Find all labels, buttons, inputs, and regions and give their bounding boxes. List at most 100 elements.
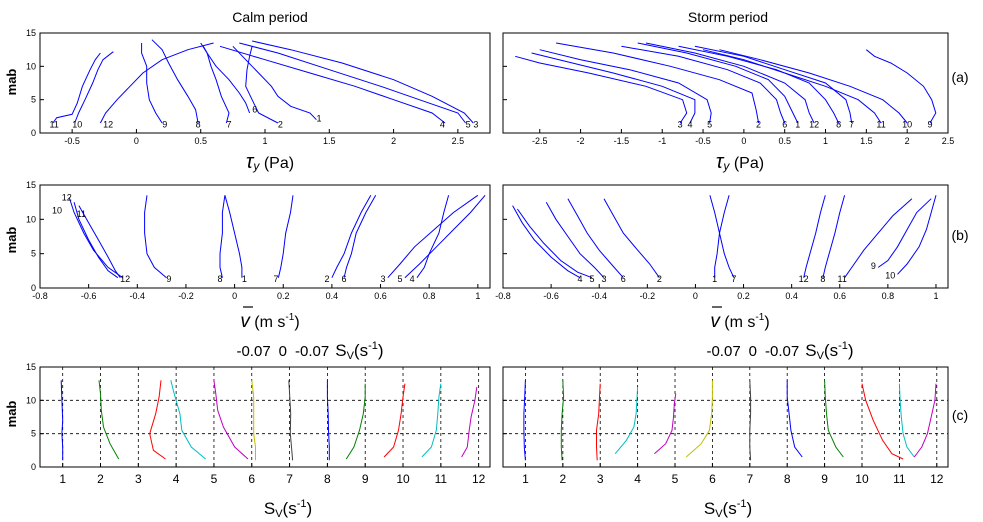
row-c-tag: (c) [952,407,968,423]
profile-label: 3 [678,119,683,129]
series-line-12 [68,197,123,279]
profile-label: 9 [928,119,933,129]
series-line-4 [170,380,206,460]
y-tick-label: 0 [31,128,36,138]
x-tick-label: 2 [391,136,396,146]
y-tick-label: 0 [31,283,36,293]
x-tick-label: 3 [597,472,604,486]
series-line-2 [603,198,660,278]
x-tick-label: 1 [475,291,480,301]
profile-label: 4 [410,274,415,284]
series-line-11 [78,205,121,278]
x-tick-label: 0.4 [326,291,339,301]
svg-text:v (m s-1): v (m s-1) [710,311,769,332]
panel-c-storm: 1 2 3 4 5 6 7 8 9 10 11 12 [502,366,949,486]
series-line-5 [654,393,677,455]
series-line-7 [709,195,735,278]
profile-label: 7 [226,119,231,129]
series-line-4 [531,52,696,124]
y-tick-label: 15 [26,362,36,372]
series-line-11 [844,198,913,278]
x-tick-label: 0.2 [277,291,290,301]
series-line-1 [714,195,730,278]
x-tick-label: 4 [173,472,180,486]
profile-label: 7 [849,119,854,129]
axes-frame [39,32,491,134]
title-storm: Storm period [688,9,768,25]
series-line-8 [822,195,846,278]
x-tick-label: -1 [658,136,666,146]
series-line-1 [637,42,799,124]
series-line-9 [144,195,167,279]
x-tick-label: -2 [577,136,585,146]
series-line-6 [343,195,377,278]
profile-label: 4 [577,274,582,284]
series-line-8 [151,39,199,124]
x-tick-label: -0.6 [81,291,97,301]
x-tick-label: 11 [435,472,448,486]
series-line-8 [678,45,840,124]
x-tick-label: 9 [362,472,369,486]
x-tick-label: -0.5 [64,136,80,146]
series-line-1 [523,380,526,461]
series-line-11 [421,383,442,458]
x-tick-label: 1.5 [323,136,336,146]
panel-b-calm: -0.8 -0.6 -0.4 -0.2 0 0.2 0.4 0.6 0.8 10510151210… [26,180,491,301]
series-line-10 [861,383,904,460]
series-line-7 [202,46,230,124]
y-tick-label: 0 [31,462,36,472]
x-tick-label: 0.8 [882,291,895,301]
series-line-2 [331,195,372,278]
x-tick-label: 1 [823,136,828,146]
x-tick-label: 10 [396,472,410,486]
x-tick-label: -2.5 [532,136,548,146]
x-tick-label: 0.5 [778,136,791,146]
profile-label: 9 [871,261,876,271]
series-line-9 [141,43,163,124]
panel-b-storm: -0.8 -0.6 -0.4 -0.2 0 0.2 0.4 0.6 0.8 1 4 5 3 6 2 1 7 12 8… [495,184,949,301]
xlabel-b-right: v (m s-1) [710,306,770,332]
x-tick-label: 2 [97,472,104,486]
x-tick-label: -1.5 [614,136,630,146]
series-line-8 [219,195,226,278]
series-line-4 [512,205,581,279]
series-line-3 [251,40,474,124]
series-line-10 [73,202,119,279]
profile-label: 4 [440,119,445,129]
y-tick-label: 5 [31,429,36,439]
x-tick-label: 12 [472,472,486,486]
x-tick-label: 4 [634,472,641,486]
series-line-2 [98,380,120,460]
panel-a-storm: -2.5 -2 -1.5 -1 -0.5 0 0.5 1 1.5 2 2.53 4 5 2 6 1 12 8 7 11… [502,32,954,146]
profile-label: 7 [273,274,278,284]
profile-label: 7 [731,274,736,284]
x-tick-label: 1 [933,291,938,301]
axes-frame [502,32,949,134]
xlabel-c-left: SV(s-1) [264,498,312,520]
profile-label: 2 [278,119,283,129]
x-tick-label: 2 [905,136,910,146]
series-line-9 [865,49,937,124]
y-tick-label: 10 [26,395,36,405]
series-line-9 [824,380,844,458]
profile-label: 9 [166,274,171,284]
profile-label: 1 [712,274,717,284]
series-line-9 [345,383,366,460]
x-tick-label: 1 [59,472,66,486]
row-b-tag: (b) [951,227,968,243]
x-tick-label: 8 [324,472,331,486]
profile-label: 2 [325,274,330,284]
profile-label: 11 [77,209,86,219]
profile-label: 12 [120,274,130,284]
series-line-6 [567,198,624,279]
series-line-5 [516,208,593,279]
row-a-tag: (a) [951,69,968,85]
xlabel-c-right: SV(s-1) [704,498,752,520]
series-line-6 [200,42,251,114]
x-tick-label: 0.6 [374,291,387,301]
series-line-10 [897,195,937,275]
ylabel-b: mab [4,227,19,254]
series-line-5 [539,49,712,124]
